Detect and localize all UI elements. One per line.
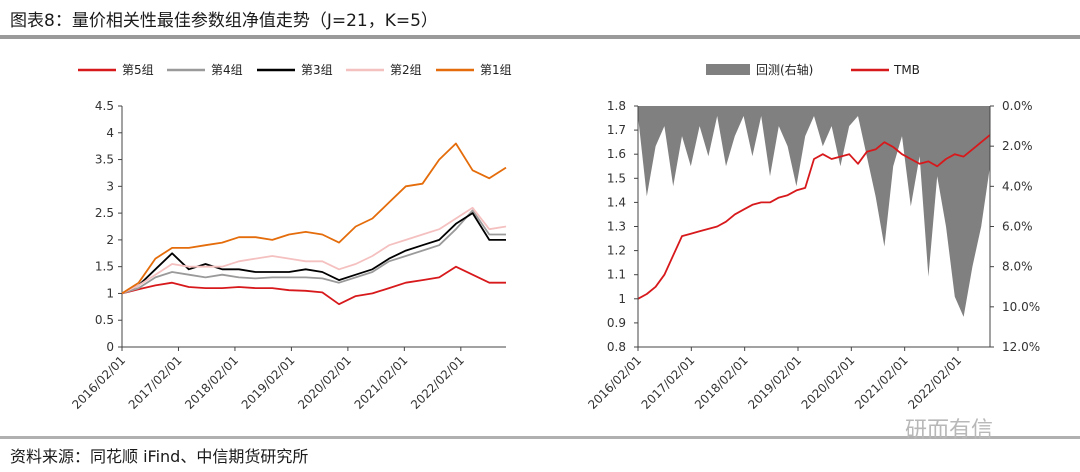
right-y-tick-label: 1.1 — [607, 268, 626, 282]
left-x-tick-label: 2020/02/01 — [295, 353, 354, 412]
right-legend-swatch-area — [706, 64, 750, 75]
right-y-tick-label: 0.9 — [607, 316, 626, 330]
watermark: 研而有信 — [905, 418, 994, 443]
right-y2-tick-label: 2.0% — [1002, 139, 1033, 153]
left-series-line-4 — [121, 206, 507, 295]
right-y-tick-label: 1 — [618, 292, 626, 306]
right-y-tick-label: 0.8 — [607, 340, 626, 354]
left-legend-label: 第3组 — [301, 63, 333, 77]
left-series-line-2 — [121, 209, 506, 295]
left-y-tick-label: 4.5 — [95, 99, 114, 113]
right-y2-tick-label: 10.0% — [1002, 300, 1040, 314]
left-y-tick-label: 1.5 — [95, 260, 114, 274]
left-legend-label: 第4组 — [211, 63, 243, 77]
right-tmb-line — [637, 134, 991, 300]
left-x-tick-label: 2019/02/01 — [239, 353, 298, 412]
left-series-line-5 — [121, 142, 507, 295]
left-y-tick-label: 0 — [106, 340, 114, 354]
source-note: 资料来源：同花顺 iFind、中信期货研究所 — [10, 447, 309, 466]
right-x-tick-label: 2017/02/01 — [639, 353, 698, 412]
left-legend-label: 第5组 — [122, 63, 154, 77]
right-y-tick-label: 1.5 — [607, 171, 626, 185]
right-x-tick-label: 2019/02/01 — [745, 353, 804, 412]
right-x-tick-label: 2018/02/01 — [692, 353, 751, 412]
left-y-tick-label: 1 — [106, 286, 114, 300]
right-x-tick-label: 2016/02/01 — [585, 353, 644, 412]
right-y2-tick-label: 4.0% — [1002, 179, 1033, 193]
right-y2-tick-label: 6.0% — [1002, 220, 1033, 234]
right-drawdown-area — [638, 106, 990, 317]
left-legend-label: 第1组 — [480, 63, 512, 77]
right-x-tick-label: 2022/02/01 — [905, 353, 964, 412]
left-x-tick-label: 2016/02/01 — [69, 353, 128, 412]
bottom-rule — [0, 436, 1080, 439]
right-y2-tick-label: 12.0% — [1002, 340, 1040, 354]
right-y2-tick-label: 0.0% — [1002, 99, 1033, 113]
right-x-tick-label: 2021/02/01 — [852, 353, 911, 412]
right-y-tick-label: 1.6 — [607, 147, 626, 161]
left-x-tick-label: 2017/02/01 — [126, 353, 185, 412]
right-legend-label-area: 回测(右轴) — [756, 62, 813, 77]
right-y-tick-label: 1.8 — [607, 99, 626, 113]
left-y-tick-label: 3 — [106, 179, 114, 193]
left-series-line-1 — [121, 265, 506, 306]
right-y-tick-label: 1.2 — [607, 244, 626, 258]
right-y-tick-label: 1.7 — [607, 123, 626, 137]
right-y-tick-label: 1.3 — [607, 220, 626, 234]
right-x-tick-label: 2020/02/01 — [799, 353, 858, 412]
left-y-tick-label: 0.5 — [95, 313, 114, 327]
page-title: 图表8：量价相关性最佳参数组净值走势（J=21，K=5） — [10, 11, 438, 31]
left-y-tick-label: 3.5 — [95, 153, 114, 167]
left-y-tick-label: 2.5 — [95, 206, 114, 220]
left-y-tick-label: 4 — [106, 126, 114, 140]
left-x-tick-label: 2022/02/01 — [408, 353, 467, 412]
left-x-tick-label: 2021/02/01 — [352, 353, 411, 412]
right-legend-label-line: TMB — [893, 63, 920, 77]
left-y-tick-label: 2 — [106, 233, 114, 247]
right-y-tick-label: 1.4 — [607, 195, 626, 209]
left-legend-label: 第2组 — [390, 63, 422, 77]
left-series-line-3 — [121, 212, 506, 295]
right-y2-tick-label: 8.0% — [1002, 260, 1033, 274]
top-rule — [0, 35, 1080, 39]
left-x-tick-label: 2018/02/01 — [182, 353, 241, 412]
